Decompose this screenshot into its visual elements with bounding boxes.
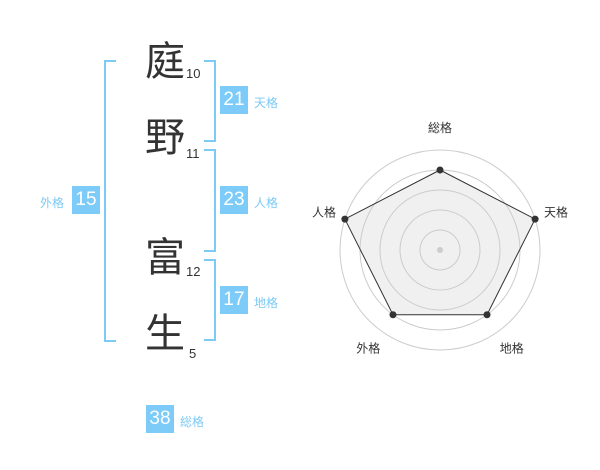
radar-point: [389, 311, 397, 319]
gaikaku-label: 外格: [40, 196, 65, 210]
soukaku-label: 総格: [180, 415, 205, 429]
tenkaku-bracket: [204, 60, 216, 142]
radar-axis-label: 総格: [428, 120, 452, 135]
jinkaku-label: 人格: [254, 196, 279, 210]
name-char-1: 庭: [145, 39, 185, 85]
jinkaku-bracket: [204, 149, 216, 252]
gaikaku-bracket: [104, 60, 116, 342]
radar-ring: [399, 209, 481, 291]
stroke-count-2: 11: [186, 146, 200, 161]
radar-ring: [339, 149, 541, 351]
radar-area: [344, 170, 536, 315]
radar-point: [531, 215, 539, 223]
name-char-3: 富: [145, 235, 185, 281]
radar-point: [483, 311, 491, 319]
radar-axis-label: 外格: [356, 341, 380, 356]
radar-axis-label: 地格: [500, 341, 524, 356]
chikaku-label: 地格: [254, 296, 279, 310]
radar-ring: [379, 189, 501, 311]
radar-center: [437, 247, 443, 253]
tenkaku-value: 21: [220, 86, 248, 114]
stroke-count-4: 5: [189, 346, 197, 361]
name-char-4: 生: [145, 311, 185, 357]
radar-point: [436, 166, 444, 174]
tenkaku-label: 天格: [254, 96, 279, 110]
jinkaku-value: 23: [220, 186, 248, 214]
radar-point: [341, 215, 349, 223]
radar-ring: [419, 229, 461, 271]
radar-axis-label: 人格: [312, 204, 336, 219]
name-char-2: 野: [145, 115, 185, 161]
soukaku-value: 38: [146, 405, 174, 433]
stroke-count-1: 10: [186, 66, 201, 81]
stroke-count-3: 12: [186, 264, 201, 279]
radar-axis-label: 天格: [544, 204, 568, 219]
chikaku-bracket: [204, 259, 216, 341]
gaikaku-value: 15: [72, 186, 100, 214]
chikaku-value: 17: [220, 286, 248, 314]
radar-outline: [344, 169, 536, 316]
